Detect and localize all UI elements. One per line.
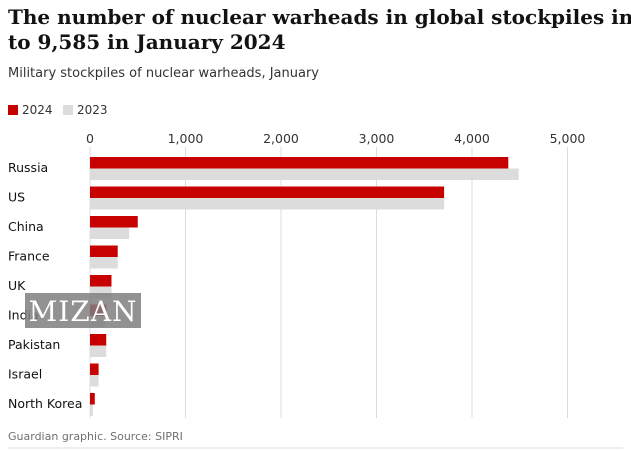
bar-israel-2024 [90, 363, 99, 375]
category-label-russia: Russia [8, 160, 48, 175]
chart-title-line-1: The number of nuclear warheads in global… [8, 5, 631, 29]
legend-label-2023: 2023 [77, 103, 108, 117]
chart-title-line-2: to 9,585 in January 2024 [8, 30, 286, 54]
category-label-pakistan: Pakistan [8, 337, 60, 352]
legend-label-2024: 2024 [22, 103, 53, 117]
category-label-north-korea: North Korea [8, 396, 82, 411]
bar-us-2024 [90, 186, 445, 198]
bar-france-2023 [90, 257, 118, 269]
source-note: Guardian graphic. Source: SIPRI [8, 430, 183, 443]
legend-swatch-2024 [8, 105, 18, 115]
bar-pakistan-2024 [90, 334, 107, 346]
bar-uk-2023 [90, 286, 112, 298]
x-tick-label-0: 0 [86, 131, 94, 146]
bar-france-2024 [90, 245, 118, 257]
bar-russia-2024 [90, 157, 509, 169]
bar-russia-2023 [90, 168, 519, 180]
watermark-text: MIZAN [29, 295, 138, 328]
bar-north-korea-2024 [90, 393, 95, 405]
category-label-israel: Israel [8, 367, 42, 382]
x-tick-label-2000: 2,000 [263, 131, 299, 146]
x-tick-label-5000: 5,000 [550, 131, 586, 146]
bar-china-2024 [90, 216, 138, 228]
x-tick-label-4000: 4,000 [454, 131, 490, 146]
x-axis-ticks: 0 1,000 2,000 3,000 4,000 5,000 [86, 131, 585, 146]
x-tick-label-1000: 1,000 [168, 131, 204, 146]
bar-pakistan-2023 [90, 345, 107, 357]
category-labels: RussiaUSChinaFranceUKIndiaPakistanIsrael… [8, 160, 82, 411]
chart-subtitle: Military stockpiles of nuclear warheads,… [8, 66, 319, 81]
legend: 2024 2023 [8, 103, 108, 117]
bar-north-korea-2023 [90, 404, 93, 416]
category-label-france: France [8, 249, 50, 264]
watermark-background [25, 293, 141, 328]
legend-swatch-2023 [63, 105, 73, 115]
bars [90, 157, 519, 416]
category-label-uk: UK [8, 278, 26, 293]
category-label-us: US [8, 190, 25, 205]
x-tick-label-3000: 3,000 [359, 131, 395, 146]
bar-uk-2024 [90, 275, 112, 287]
category-label-china: China [8, 219, 44, 234]
mizan-watermark: MIZAN [25, 293, 141, 328]
bar-us-2023 [90, 198, 445, 210]
bar-israel-2023 [90, 375, 99, 387]
bar-china-2023 [90, 227, 130, 239]
